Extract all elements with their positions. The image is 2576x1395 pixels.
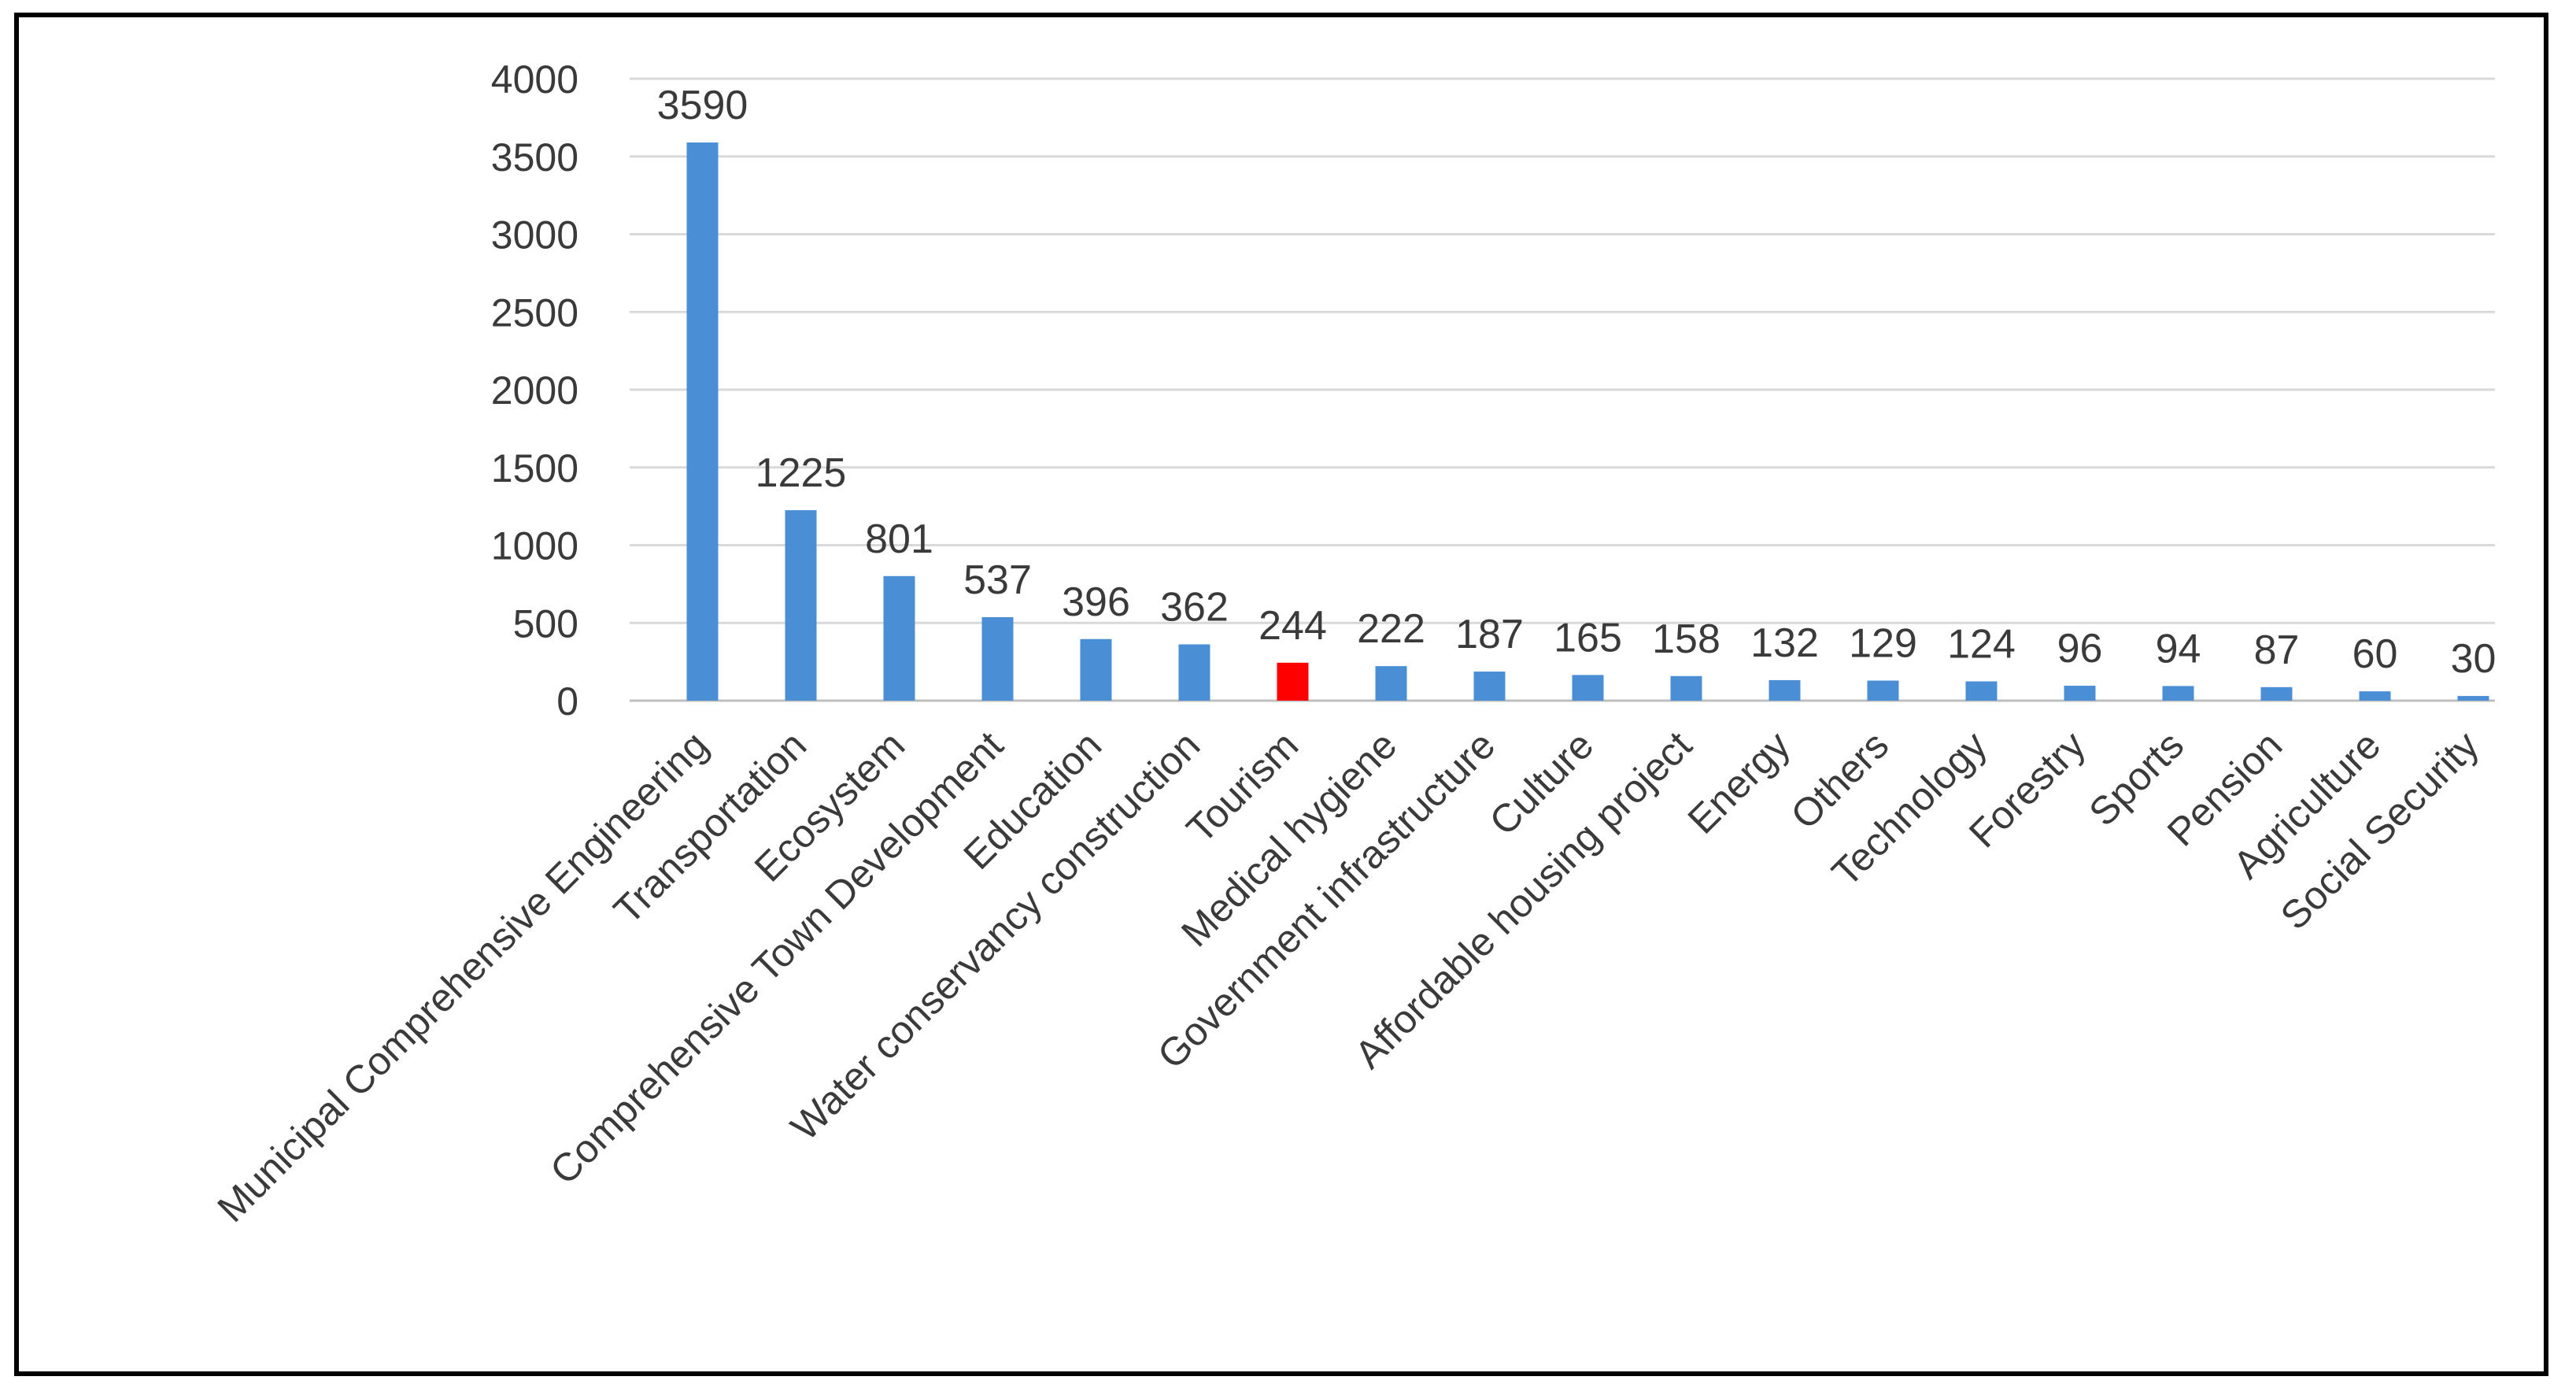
bar xyxy=(2162,686,2194,701)
data-label: 362 xyxy=(1160,585,1229,631)
bar xyxy=(785,510,817,701)
bar xyxy=(883,575,915,701)
bar xyxy=(2359,691,2391,701)
x-axis-category-labels: Municipal Comprehensive EngineeringTrans… xyxy=(209,723,2487,1230)
data-label: 3590 xyxy=(657,83,748,128)
data-label: 801 xyxy=(865,516,933,562)
data-labels: 3590 1225 801 537 396 362 244 222 187 165 158 132 12… xyxy=(657,83,2497,682)
bar xyxy=(2064,686,2096,701)
y-tick-label: 2500 xyxy=(491,290,578,335)
x-category-label: Energy xyxy=(1680,723,1799,842)
bar xyxy=(1080,638,1112,701)
y-tick-label: 500 xyxy=(513,601,578,646)
bar xyxy=(1277,662,1309,701)
bar xyxy=(686,142,719,701)
y-tick-label: 1500 xyxy=(491,446,578,490)
data-label: 187 xyxy=(1455,612,1524,657)
bar xyxy=(2260,686,2293,701)
bar xyxy=(1473,672,1506,701)
y-tick-label: 2000 xyxy=(491,368,578,413)
data-label: 124 xyxy=(1947,622,2016,668)
data-label: 87 xyxy=(2254,627,2300,673)
data-label: 158 xyxy=(1652,616,1720,662)
data-label: 537 xyxy=(963,557,1032,603)
bar xyxy=(2457,696,2489,701)
data-label: 96 xyxy=(2057,626,2103,672)
data-label: 244 xyxy=(1258,603,1327,649)
data-label: 165 xyxy=(1554,615,1622,660)
x-category-label: Comprehensive Town Development xyxy=(541,723,1011,1193)
bar xyxy=(981,616,1014,701)
bar xyxy=(1768,679,1801,701)
y-tick-label: 3500 xyxy=(491,135,578,179)
bars xyxy=(686,142,2489,701)
x-category-label: Municipal Comprehensive Engineering xyxy=(209,723,716,1230)
y-tick-label: 0 xyxy=(556,679,578,723)
y-axis-tick-labels: 0 500 1000 1500 2000 2500 3000 3500 4000 xyxy=(491,57,578,723)
data-label: 132 xyxy=(1750,620,1819,666)
bar xyxy=(1178,644,1210,701)
bar xyxy=(1867,680,1899,701)
data-label: 222 xyxy=(1357,606,1425,652)
y-tick-label: 3000 xyxy=(491,213,578,257)
bar xyxy=(1670,675,1702,701)
data-label: 129 xyxy=(1849,621,1917,667)
data-label: 1225 xyxy=(756,450,847,496)
data-label: 94 xyxy=(2156,626,2201,672)
bar xyxy=(1375,666,1407,701)
y-tick-label: 1000 xyxy=(491,524,578,568)
y-tick-label: 4000 xyxy=(491,57,578,102)
data-label: 30 xyxy=(2451,636,2497,682)
bar xyxy=(1572,675,1604,701)
data-label: 60 xyxy=(2352,631,2398,677)
data-label: 396 xyxy=(1062,579,1130,625)
bar xyxy=(1965,681,1998,701)
